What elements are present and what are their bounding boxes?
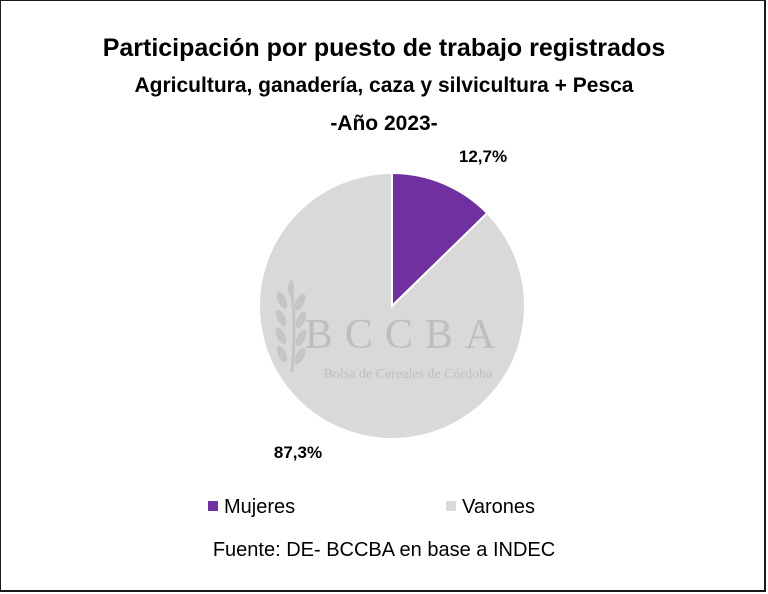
watermark-subtitle: Bolsa de Cereales de Córdoba xyxy=(324,367,494,382)
chart-year: -Año 2023- xyxy=(330,112,438,135)
chart-source: Fuente: DE- BCCBA en base a INDEC xyxy=(212,539,556,561)
chart-title: Participación por puesto de trabajo regi… xyxy=(102,34,666,62)
data-label-varones: 87,3% xyxy=(274,443,322,462)
watermark-name: BCCBA xyxy=(305,312,507,358)
pie-slice-mujeres xyxy=(391,171,489,309)
pie-slices xyxy=(258,171,526,440)
chart-subtitle: Agricultura, ganadería, caza y silvicult… xyxy=(134,74,634,97)
legend-item-mujeres: Mujeres xyxy=(208,496,295,519)
legend-swatch-varones xyxy=(446,501,456,511)
legend-label-varones: Varones xyxy=(462,496,536,518)
bccba-watermark: BCCBA Bolsa de Cereales de Córdoba xyxy=(275,280,507,382)
data-label-mujeres: 12,7% xyxy=(459,147,507,166)
legend-item-varones: Varones xyxy=(446,496,535,519)
pie-slice-varones xyxy=(258,171,526,440)
pie-data-labels: 12,7% 87,3% xyxy=(274,147,507,462)
legend-label-mujeres: Mujeres xyxy=(224,496,296,518)
legend-swatch-mujeres xyxy=(208,501,218,511)
wheat-logo-icon xyxy=(275,280,307,373)
